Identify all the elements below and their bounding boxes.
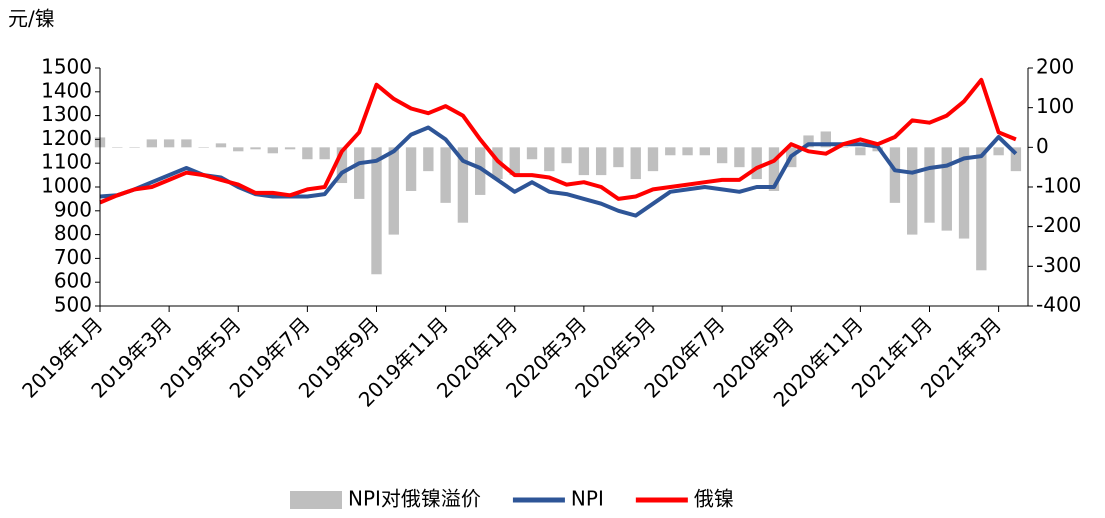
- lines: [99, 77, 1018, 218]
- bar: [423, 147, 434, 172]
- y-tick-label: 1200: [41, 126, 92, 150]
- y-tick-label: 1100: [41, 150, 92, 174]
- y-tick-label: 900: [54, 197, 92, 221]
- bar: [837, 147, 849, 148]
- y-tick-label: 700: [54, 245, 92, 269]
- bar: [198, 147, 209, 148]
- bar: [112, 147, 123, 148]
- y-tick-label: 1000: [41, 174, 92, 198]
- y2-tick-label: -400: [1036, 293, 1081, 317]
- bar: [941, 147, 952, 231]
- bar: [250, 147, 261, 150]
- y-tick-label: 1400: [41, 78, 92, 102]
- y-tick-label: 1500: [41, 55, 92, 79]
- bar: [803, 135, 814, 148]
- bar: [578, 147, 590, 176]
- bar: [544, 147, 555, 172]
- bar: [958, 147, 970, 239]
- bar: [699, 147, 711, 156]
- bar: [302, 147, 313, 160]
- legend-swatch: [290, 491, 342, 509]
- bar: [284, 147, 296, 150]
- bar: [336, 147, 348, 184]
- y2-tick-label: -200: [1036, 213, 1081, 237]
- bar: [665, 147, 676, 156]
- y2-tick-label: 0: [1036, 134, 1049, 158]
- bar: [181, 139, 192, 148]
- y-tick-label: 600: [54, 269, 92, 293]
- bar: [457, 147, 469, 223]
- bar: [388, 147, 399, 235]
- bar: [751, 147, 762, 180]
- bar: [907, 147, 918, 235]
- bar: [976, 147, 987, 271]
- bar: [371, 147, 382, 275]
- bar: [716, 147, 728, 164]
- bar: [595, 147, 607, 176]
- bar: [855, 147, 866, 156]
- bar: [267, 147, 278, 154]
- bar: [475, 147, 486, 195]
- bar: [129, 147, 140, 148]
- y2-tick-label: 200: [1036, 55, 1074, 79]
- bar: [889, 147, 901, 203]
- y-tick-label: 500: [54, 293, 92, 317]
- bar: [1010, 147, 1022, 172]
- y-axis-label: 元/镍: [8, 7, 55, 31]
- y-tick-label: 800: [54, 221, 92, 245]
- bar: [734, 147, 745, 168]
- bar: [405, 147, 417, 191]
- line: [99, 77, 1017, 205]
- bar: [630, 147, 641, 180]
- bar: [924, 147, 935, 223]
- bar: [146, 139, 158, 148]
- bar: [526, 147, 538, 160]
- bar: [509, 147, 520, 176]
- legend-label: 俄镍: [694, 487, 734, 511]
- bar: [682, 147, 693, 156]
- y2-tick-label: -300: [1036, 253, 1081, 277]
- bar: [768, 147, 780, 191]
- line: [99, 125, 1018, 218]
- bar: [215, 143, 227, 148]
- bar: [647, 147, 659, 172]
- legend-label: NPI: [571, 487, 604, 511]
- bar: [163, 139, 175, 148]
- bar: [561, 147, 572, 164]
- bar: [613, 147, 624, 168]
- bar: [319, 147, 330, 160]
- y-tick-label: 1300: [41, 102, 92, 126]
- bar: [233, 147, 244, 152]
- bar: [440, 147, 451, 203]
- y2-tick-label: 100: [1036, 94, 1074, 118]
- legend-label: NPI对俄镍溢价: [348, 487, 481, 511]
- bar: [354, 147, 365, 199]
- bar: [820, 131, 831, 148]
- bar: [993, 147, 1004, 156]
- y2-tick-label: -100: [1036, 174, 1081, 198]
